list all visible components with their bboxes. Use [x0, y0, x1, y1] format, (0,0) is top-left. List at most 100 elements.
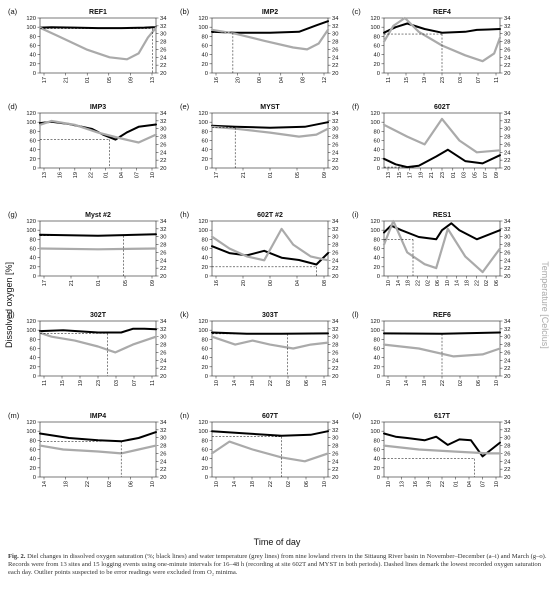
x-tick-label: 04 [279, 77, 285, 83]
x-tick-label: 07 [132, 380, 138, 386]
y2-tick-label: 24 [332, 459, 339, 465]
y2-tick-label: 22 [504, 266, 510, 272]
x-tick-label: 09 [128, 77, 134, 83]
y2-tick-label: 20 [504, 274, 510, 280]
oxygen-series-line [211, 430, 329, 437]
y2-tick-label: 34 [160, 420, 167, 426]
y2-tick-label: 20 [332, 71, 338, 77]
x-tick-label: 16 [413, 481, 419, 487]
x-tick-label: 10 [494, 380, 500, 386]
x-tick-label: 10 [494, 481, 500, 487]
y2-tick-label: 22 [160, 366, 166, 372]
y2-tick-label: 26 [160, 142, 166, 148]
y-tick-label: 80 [202, 337, 208, 343]
figure-caption: Fig. 2. Diel changes in dissolved oxygen… [8, 553, 548, 578]
y-tick-label: 40 [202, 356, 208, 362]
x-tick-label: 19 [73, 172, 79, 178]
x-tick-label: 04 [295, 280, 301, 286]
y2-tick-label: 24 [160, 358, 167, 364]
y-tick-label: 40 [202, 53, 208, 59]
y2-tick-label: 24 [504, 358, 511, 364]
x-tick-label: 02 [458, 380, 464, 386]
x-tick-label: 07 [476, 77, 482, 83]
x-tick-label: 18 [64, 481, 70, 487]
y-tick-label: 0 [33, 71, 36, 77]
y-tick-label: 20 [202, 466, 208, 472]
y-tick-label: 100 [198, 228, 208, 234]
y-tick-label: 80 [30, 337, 36, 343]
x-tick-label: 17 [42, 280, 48, 286]
y-tick-label: 0 [377, 475, 380, 481]
y-tick-label: 100 [26, 228, 36, 234]
x-tick-label: 22 [415, 280, 421, 286]
y2-tick-label: 22 [504, 467, 510, 473]
plot-frame [211, 17, 329, 74]
y2-tick-label: 26 [160, 350, 166, 356]
x-tick-label: 03 [462, 172, 468, 178]
panel-title: 303T [262, 312, 279, 319]
x-tick-label: 19 [427, 481, 433, 487]
x-tick-label: 06 [476, 380, 482, 386]
x-tick-label: 04 [467, 481, 473, 487]
y2-tick-label: 30 [504, 32, 510, 38]
x-tick-label: 18 [406, 280, 412, 286]
y2-tick-label: 22 [332, 266, 338, 272]
x-tick-label: 14 [455, 280, 461, 286]
x-tick-label: 10 [322, 481, 328, 487]
y-tick-label: 0 [205, 71, 208, 77]
temperature-series-line [382, 444, 502, 455]
y2-tick-label: 24 [160, 55, 167, 61]
y2-tick-label: 30 [332, 32, 338, 38]
y-tick-label: 100 [370, 429, 380, 435]
panel-res1: (i) RES1020406080100120202224262830323410… [352, 210, 511, 286]
y2-tick-label: 28 [332, 243, 338, 249]
y-tick-label: 100 [198, 429, 208, 435]
oxygen-series-line [211, 20, 329, 34]
y-tick-label: 120 [26, 420, 36, 426]
x-tick-label: 20 [241, 280, 247, 286]
y2-tick-label: 28 [504, 343, 510, 349]
y-tick-label: 100 [26, 328, 36, 334]
y2-tick-label: 28 [332, 40, 338, 46]
x-tick-label: 01 [96, 280, 102, 286]
y2-tick-label: 28 [160, 444, 166, 450]
y-tick-label: 60 [374, 448, 380, 454]
oxygen-series-line [211, 121, 329, 129]
oxygen-series-line [383, 22, 501, 34]
panel-title: MYST [260, 104, 280, 111]
x-tick-label: 00 [257, 77, 263, 83]
y2-tick-label: 22 [160, 63, 166, 69]
x-tick-label: 07 [481, 481, 487, 487]
y2-tick-label: 30 [504, 436, 510, 442]
panel-title: REF6 [433, 312, 451, 319]
x-tick-label: 02 [286, 481, 292, 487]
y-tick-label: 0 [33, 374, 36, 380]
temperature-series-line [210, 440, 330, 463]
panel-title: 602T [434, 104, 451, 111]
y2-tick-label: 20 [160, 71, 166, 77]
y-tick-label: 100 [26, 429, 36, 435]
x-tick-label: 10 [386, 481, 392, 487]
x-tick-label: 14 [232, 380, 238, 386]
x-tick-label: 06 [435, 280, 441, 286]
y-tick-label: 80 [202, 438, 208, 444]
x-tick-label: 01 [454, 481, 460, 487]
x-tick-label: 05 [107, 77, 113, 83]
y2-tick-label: 28 [504, 243, 510, 249]
y2-tick-label: 26 [332, 47, 338, 53]
temperature-series-line [210, 335, 330, 350]
x-tick-label: 00 [268, 280, 274, 286]
y-tick-label: 80 [30, 129, 36, 135]
y-tick-label: 120 [370, 16, 380, 22]
x-tick-label: 21 [241, 172, 247, 178]
x-tick-label: 21 [64, 77, 70, 83]
y-tick-label: 80 [374, 337, 380, 343]
y-tick-label: 100 [198, 328, 208, 334]
x-tick-label: 15 [60, 380, 66, 386]
y-tick-label: 60 [30, 247, 36, 253]
plot-frame [383, 421, 501, 478]
y-tick-label: 60 [202, 139, 208, 145]
x-tick-label: 06 [304, 481, 310, 487]
